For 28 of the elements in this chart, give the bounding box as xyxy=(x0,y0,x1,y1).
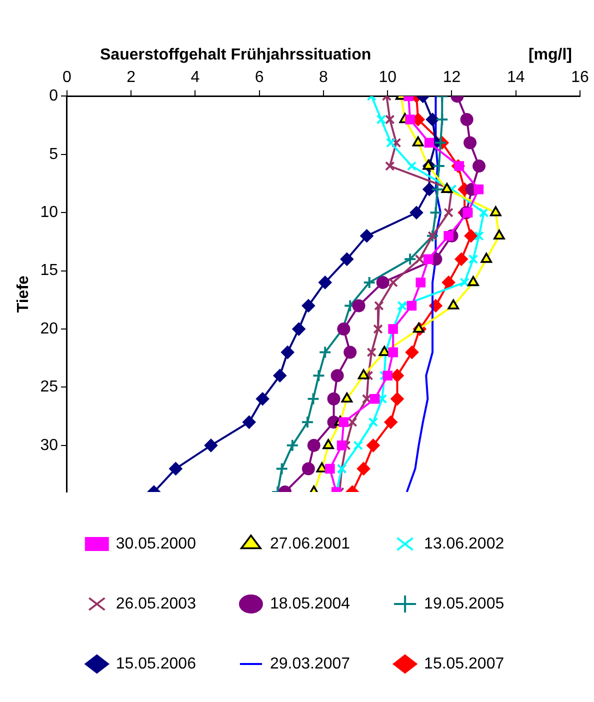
y-axis-title: Tiefe xyxy=(15,275,32,313)
y-tick-label: 0 xyxy=(49,88,58,105)
y-tick-label: 15 xyxy=(40,262,58,280)
legend-label: 18.05.2004 xyxy=(270,595,350,612)
legend-label: 29.03.2007 xyxy=(270,655,350,672)
legend-label: 30.05.2000 xyxy=(116,535,196,552)
x-tick-label: 14 xyxy=(506,69,525,86)
legend-label: 19.05.2005 xyxy=(424,595,504,612)
x-tick-label: 8 xyxy=(319,69,328,86)
chart-title: Sauerstoffgehalt Frühjahrssituation xyxy=(100,46,372,64)
x-tick-label: 2 xyxy=(126,69,136,86)
x-tick-label: 0 xyxy=(62,69,72,86)
y-tick-label: 10 xyxy=(40,204,58,222)
y-tick-label: 30 xyxy=(40,436,58,454)
legend-label: 15.05.2006 xyxy=(116,655,196,672)
y-tick-label: 5 xyxy=(49,146,58,163)
y-tick-label: 25 xyxy=(40,378,58,396)
x-tick-label: 10 xyxy=(378,69,397,86)
legend-label: 15.05.2007 xyxy=(424,655,504,672)
x-tick-label: 4 xyxy=(190,69,200,86)
x-tick-label: 12 xyxy=(442,69,461,86)
x-tick-label: 16 xyxy=(571,69,589,86)
y-tick-label: 20 xyxy=(40,320,58,338)
x-tick-label: 6 xyxy=(254,69,264,86)
x-axis-title: [mg/l] xyxy=(528,46,572,64)
legend-label: 26.05.2003 xyxy=(116,595,196,612)
legend-label: 27.06.2001 xyxy=(270,535,350,552)
legend-label: 13.06.2002 xyxy=(424,535,504,552)
